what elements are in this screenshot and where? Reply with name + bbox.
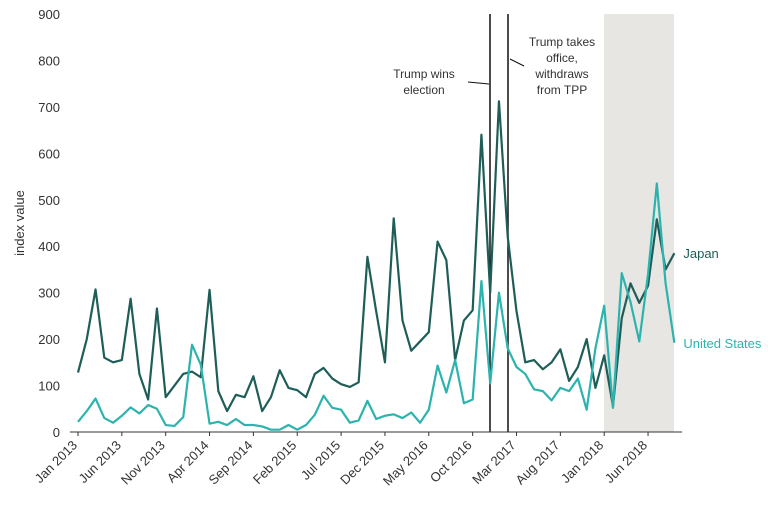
annotation-text: Trump takes office, withdraws from TPP <box>528 35 596 97</box>
x-tick-label: Feb 2015 <box>250 438 299 487</box>
y-tick-label: 700 <box>38 100 60 115</box>
x-tick-label: Apr 2014 <box>164 438 212 486</box>
series-label: Japan <box>683 246 718 261</box>
annotation: Trump wins election <box>393 67 455 97</box>
x-tick-label: Jun 2018 <box>602 438 650 486</box>
x-tick-label: May 2016 <box>380 438 431 489</box>
annotation-text: Trump wins election <box>393 67 455 97</box>
y-tick-label: 0 <box>53 425 60 440</box>
x-tick-label: Nov 2013 <box>118 438 168 488</box>
y-tick-label: 100 <box>38 379 60 394</box>
y-tick-label: 800 <box>38 53 60 68</box>
annotation: Trump takes office, withdraws from TPP <box>528 35 596 97</box>
x-tick-label: Oct 2016 <box>427 438 475 486</box>
x-tick-label: Jun 2013 <box>76 438 124 486</box>
y-tick-label: 200 <box>38 332 60 347</box>
series-line <box>77 182 676 431</box>
y-tick-label: 300 <box>38 286 60 301</box>
x-tick-label: Sep 2014 <box>206 438 256 488</box>
series-line <box>76 100 676 413</box>
leader-line <box>467 81 490 85</box>
y-tick-label: 400 <box>38 239 60 254</box>
y-axis-label: index value <box>12 190 27 256</box>
y-tick-label: 900 <box>38 7 60 22</box>
x-tick-label: Jul 2015 <box>298 438 343 483</box>
x-tick-label: Mar 2017 <box>469 438 518 487</box>
x-tick-label: Dec 2015 <box>337 438 387 488</box>
x-tick-label: Aug 2017 <box>512 438 562 488</box>
y-tick-label: 500 <box>38 193 60 208</box>
series-label: United States <box>683 336 762 351</box>
y-tick-label: 600 <box>38 146 60 161</box>
x-tick-label: Jan 2018 <box>558 438 606 486</box>
x-tick-label: Jan 2013 <box>32 438 80 486</box>
leader-line <box>509 58 525 67</box>
